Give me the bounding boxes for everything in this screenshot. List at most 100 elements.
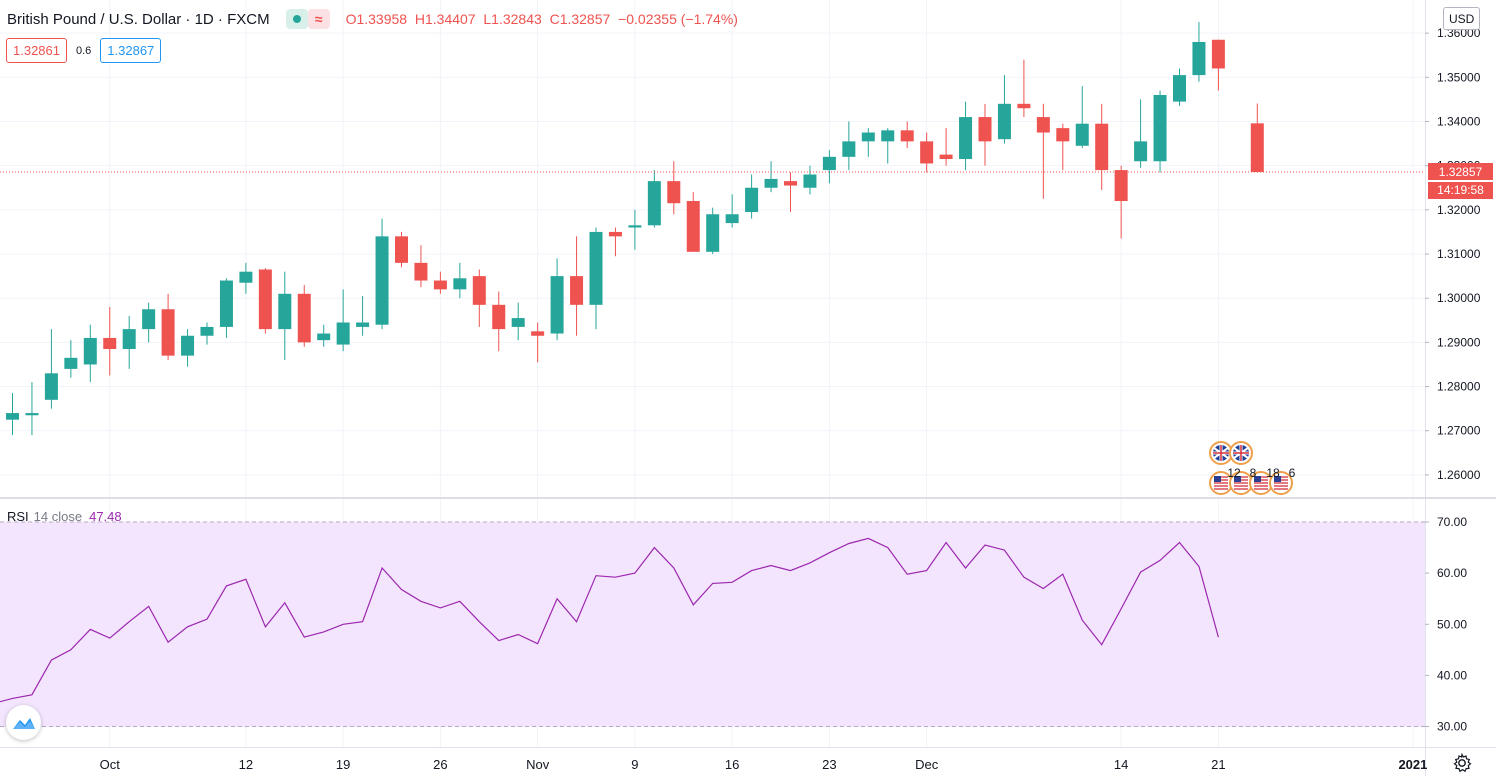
candle[interactable] bbox=[1056, 123, 1070, 171]
candle[interactable] bbox=[103, 307, 117, 376]
candle[interactable] bbox=[881, 128, 895, 164]
candle[interactable] bbox=[1211, 39, 1225, 91]
candle[interactable] bbox=[64, 340, 78, 378]
data-mode-button[interactable]: ≈ bbox=[307, 9, 330, 29]
uk-flag-icon[interactable] bbox=[1229, 441, 1253, 465]
symbol-title[interactable]: British Pound / U.S. Dollar · 1D · FXCM bbox=[7, 10, 270, 28]
candle[interactable] bbox=[44, 329, 58, 409]
candle[interactable] bbox=[725, 194, 739, 228]
event-count-label[interactable]: 8 bbox=[1250, 466, 1257, 480]
rsi-band bbox=[0, 522, 1425, 727]
candle[interactable] bbox=[608, 227, 622, 257]
candle[interactable] bbox=[414, 245, 428, 288]
candle[interactable] bbox=[1153, 90, 1167, 173]
time-axis[interactable]: Oct 12 19 26 Nov 9 16 23 Dec 14 21 2021 bbox=[100, 757, 1428, 772]
candle[interactable] bbox=[83, 324, 97, 383]
candle[interactable] bbox=[978, 103, 992, 166]
candle[interactable] bbox=[764, 161, 778, 193]
candle[interactable] bbox=[239, 262, 253, 294]
candle-body bbox=[64, 357, 78, 369]
candle[interactable] bbox=[861, 128, 875, 157]
rsi-name: RSI bbox=[7, 509, 29, 524]
candle[interactable] bbox=[161, 293, 175, 361]
event-count-label[interactable]: 12 bbox=[1227, 466, 1241, 480]
market-status-button[interactable] bbox=[285, 9, 308, 29]
candle-body bbox=[1095, 123, 1109, 171]
us-flag-icon[interactable] bbox=[1269, 471, 1293, 495]
rsi-legend[interactable]: RSI 14 close 47.48 bbox=[7, 509, 122, 524]
candle[interactable] bbox=[842, 121, 856, 171]
candle[interactable] bbox=[1134, 99, 1148, 168]
candle[interactable] bbox=[939, 128, 953, 166]
candle[interactable] bbox=[997, 75, 1011, 144]
candle[interactable] bbox=[278, 271, 292, 361]
candle[interactable] bbox=[647, 170, 661, 228]
event-count-label[interactable]: 18 bbox=[1266, 466, 1280, 480]
candle[interactable] bbox=[1095, 103, 1109, 190]
candle[interactable] bbox=[219, 278, 233, 338]
buy-button[interactable]: 1.32867 bbox=[100, 38, 162, 63]
candle[interactable] bbox=[1075, 86, 1089, 148]
time-tick-label: 16 bbox=[725, 757, 739, 772]
candle-body bbox=[900, 130, 914, 142]
rsi-axis[interactable]: 30.00 40.00 50.00 60.00 70.00 bbox=[1425, 515, 1467, 734]
economic-events[interactable]: 12 8 18 6 bbox=[1209, 441, 1296, 495]
candle[interactable] bbox=[433, 271, 447, 294]
candle-body bbox=[1036, 117, 1050, 133]
candle[interactable] bbox=[258, 268, 272, 334]
candle[interactable] bbox=[803, 165, 817, 195]
candle[interactable] bbox=[453, 262, 467, 299]
candle[interactable] bbox=[1192, 22, 1206, 82]
candle[interactable] bbox=[356, 295, 370, 336]
sell-button[interactable]: 1.32861 bbox=[6, 38, 67, 63]
candle[interactable] bbox=[784, 172, 797, 213]
candle[interactable] bbox=[375, 218, 389, 330]
candle[interactable] bbox=[706, 207, 720, 255]
price-tick-label: 1.27000 bbox=[1437, 424, 1481, 438]
uk-flag-icon[interactable] bbox=[1209, 441, 1233, 465]
candle[interactable] bbox=[686, 192, 700, 252]
candle[interactable] bbox=[1017, 59, 1031, 118]
candle[interactable] bbox=[395, 231, 408, 268]
candle[interactable] bbox=[745, 174, 759, 219]
us-flag-icon[interactable] bbox=[1229, 471, 1253, 495]
currency-button[interactable]: USD bbox=[1443, 7, 1481, 30]
candle[interactable] bbox=[317, 324, 331, 347]
price-axis[interactable]: 1.26000 1.27000 1.28000 1.29000 1.30000 1.310… bbox=[1425, 26, 1481, 482]
candle[interactable] bbox=[589, 227, 603, 330]
candle[interactable] bbox=[531, 322, 545, 363]
close-label: C bbox=[549, 11, 560, 27]
candle[interactable] bbox=[628, 209, 642, 250]
candle[interactable] bbox=[336, 289, 350, 352]
candle[interactable] bbox=[6, 393, 19, 436]
settings-gear-icon[interactable] bbox=[1451, 752, 1473, 774]
tradingview-logo[interactable] bbox=[6, 705, 41, 740]
candle[interactable] bbox=[900, 121, 914, 148]
event-count-label[interactable]: 6 bbox=[1289, 466, 1296, 480]
candle[interactable] bbox=[181, 329, 195, 367]
candle[interactable] bbox=[511, 302, 525, 341]
candle[interactable] bbox=[570, 236, 584, 336]
candle-body bbox=[997, 103, 1011, 140]
candle[interactable] bbox=[472, 269, 486, 327]
candles[interactable] bbox=[6, 22, 1264, 436]
candle[interactable] bbox=[25, 382, 39, 436]
candle[interactable] bbox=[1173, 68, 1186, 107]
candle[interactable] bbox=[667, 161, 681, 215]
symbol-legend[interactable]: British Pound / U.S. Dollar · 1D · FXCM … bbox=[7, 8, 738, 30]
candle[interactable] bbox=[822, 150, 836, 184]
candle[interactable] bbox=[297, 284, 311, 347]
candle[interactable] bbox=[200, 322, 214, 345]
candle[interactable] bbox=[122, 315, 136, 369]
candle[interactable] bbox=[550, 258, 564, 341]
candle[interactable] bbox=[1250, 103, 1264, 173]
candle[interactable] bbox=[1036, 103, 1050, 199]
us-flag-icon[interactable] bbox=[1249, 471, 1273, 495]
candle[interactable] bbox=[1114, 165, 1128, 239]
candle[interactable] bbox=[492, 291, 506, 352]
candle[interactable] bbox=[920, 132, 934, 173]
candle[interactable] bbox=[142, 302, 156, 343]
candle[interactable] bbox=[959, 101, 973, 171]
candle-body bbox=[589, 231, 603, 305]
